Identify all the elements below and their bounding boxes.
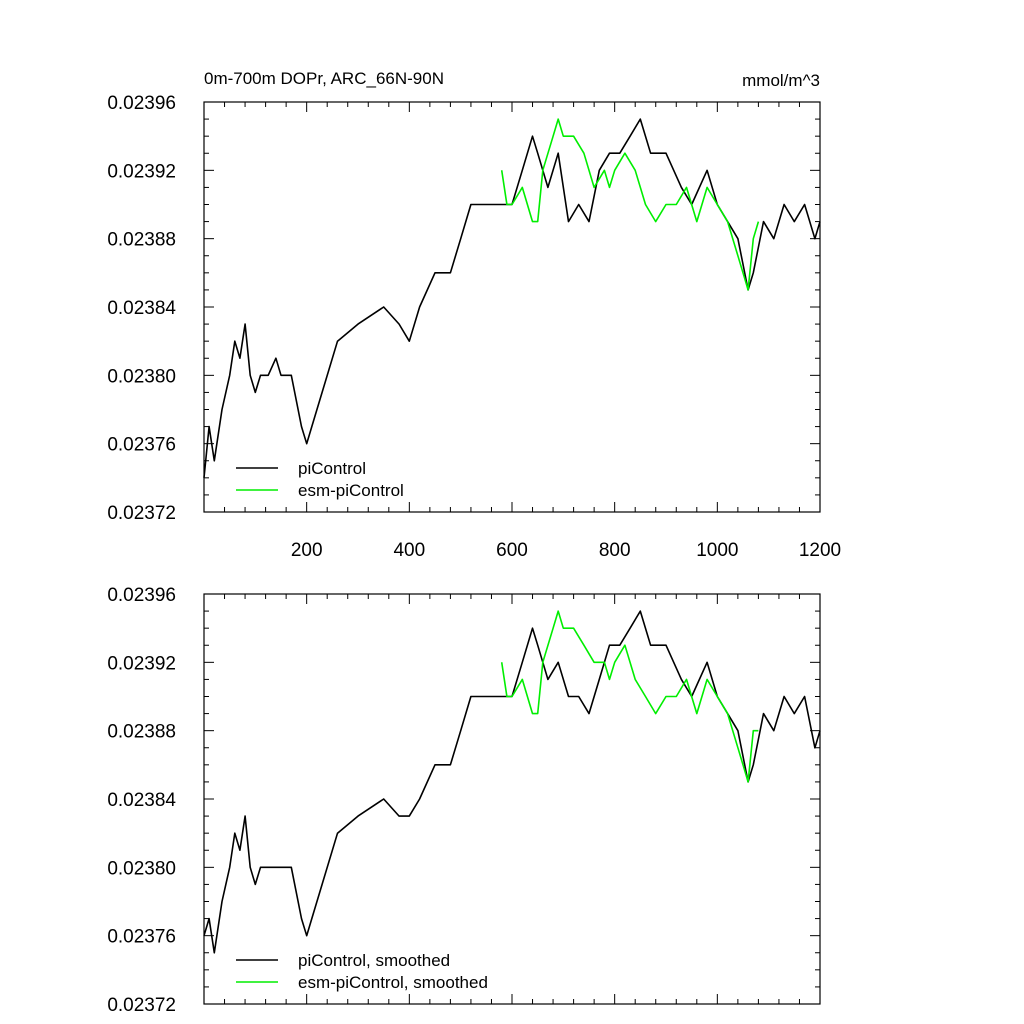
y-tick-label: 0.02396 bbox=[107, 585, 176, 606]
y-tick-label: 0.02392 bbox=[107, 653, 176, 674]
x-tick-label: 800 bbox=[599, 540, 631, 561]
y-tick-label: 0.02384 bbox=[107, 298, 176, 319]
y-tick-label: 0.02372 bbox=[107, 995, 176, 1016]
y-tick-label: 0.02380 bbox=[107, 858, 176, 879]
y-tick-label: 0.02388 bbox=[107, 230, 176, 251]
bottom-plot-area: 0.02372 0.02376 0.02380 0.02384 0.02388 0.023… bbox=[107, 585, 821, 1016]
x-tick-label: 400 bbox=[393, 540, 425, 561]
legend-label: esm-piControl bbox=[298, 481, 404, 500]
series-line-picontrol bbox=[203, 610, 821, 954]
bottom-panel: 0.02372 0.02376 0.02380 0.02384 0.02388 0.023… bbox=[107, 585, 821, 1016]
legend-label: piControl bbox=[298, 459, 366, 478]
y-tick-label: 0.02396 bbox=[107, 93, 176, 114]
x-tick-label: 1200 bbox=[799, 540, 841, 561]
y-tick-label: 0.02392 bbox=[107, 161, 176, 182]
legend-label: esm-piControl, smoothed bbox=[298, 973, 488, 992]
y-tick-label: 0.02384 bbox=[107, 790, 176, 811]
plot-frame bbox=[203, 101, 821, 513]
top-plot-area: 0.02372 0.02376 0.02380 0.02384 0.02388 0.023… bbox=[107, 93, 841, 561]
plot-frame bbox=[203, 593, 821, 1005]
series-line-picontrol bbox=[203, 118, 821, 478]
top-panel: 0m-700m DOPr, ARC_66N-90N mmol/m^3 0.023… bbox=[107, 69, 841, 561]
y-tick-label: 0.02376 bbox=[107, 435, 176, 456]
x-tick-label: 200 bbox=[291, 540, 323, 561]
series-line-esm-picontrol bbox=[500, 610, 759, 783]
y-tick-label: 0.02380 bbox=[107, 366, 176, 387]
units-label: mmol/m^3 bbox=[742, 71, 820, 90]
legend-label: piControl, smoothed bbox=[298, 951, 450, 970]
x-tick-label: 600 bbox=[496, 540, 528, 561]
chart-title: 0m-700m DOPr, ARC_66N-90N bbox=[204, 69, 444, 88]
series-line-esm-picontrol bbox=[500, 118, 760, 291]
y-tick-label: 0.02388 bbox=[107, 722, 176, 743]
y-tick-label: 0.02376 bbox=[107, 927, 176, 948]
x-tick-label: 1000 bbox=[696, 540, 738, 561]
y-tick-label: 0.02372 bbox=[107, 503, 176, 524]
